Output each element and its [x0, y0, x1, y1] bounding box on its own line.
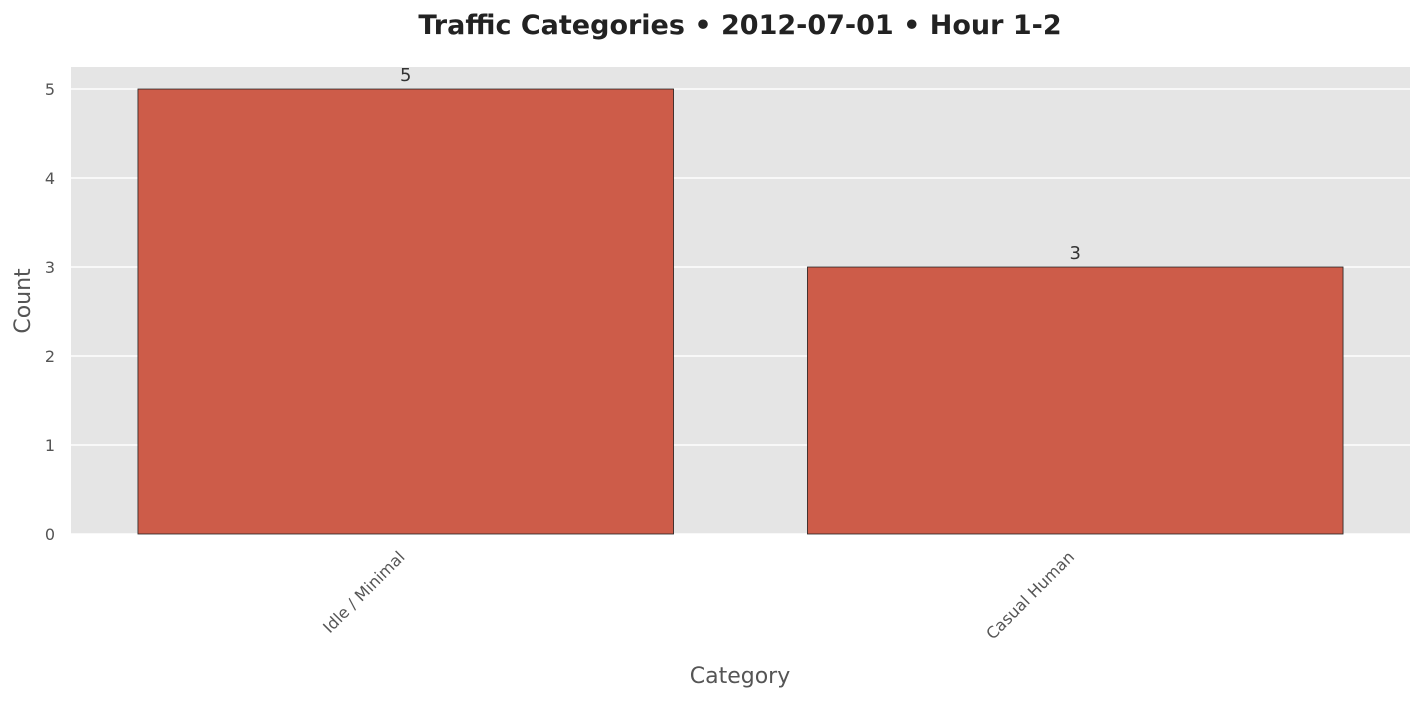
- y-axis-ticks: 0 1 2 3 4 5: [45, 80, 55, 544]
- x-axis-ticks: Idle / Minimal Casual Human: [319, 547, 1078, 643]
- bar-idle-minimal: [137, 88, 674, 535]
- data-labels: 53: [400, 65, 1081, 264]
- y-tick-label-3: 3: [45, 258, 55, 277]
- y-tick-label-1: 1: [45, 436, 55, 455]
- y-tick-label-0: 0: [45, 525, 55, 544]
- x-tick-label-casual-human: Casual Human: [982, 547, 1078, 643]
- y-axis-label: Count: [11, 268, 36, 334]
- y-tick-label-5: 5: [45, 80, 55, 99]
- y-tick-label-4: 4: [45, 169, 55, 188]
- x-tick-label-idle-minimal: Idle / Minimal: [319, 547, 408, 636]
- data-label-casual-human: 3: [1070, 243, 1081, 264]
- bars: [137, 88, 1344, 535]
- x-axis-label: Category: [690, 664, 791, 689]
- chart-title: Traffic Categories • 2012-07-01 • Hour 1…: [418, 10, 1061, 41]
- y-tick-label-2: 2: [45, 347, 55, 366]
- bar-casual-human: [807, 266, 1344, 535]
- data-label-idle-minimal: 5: [400, 65, 411, 86]
